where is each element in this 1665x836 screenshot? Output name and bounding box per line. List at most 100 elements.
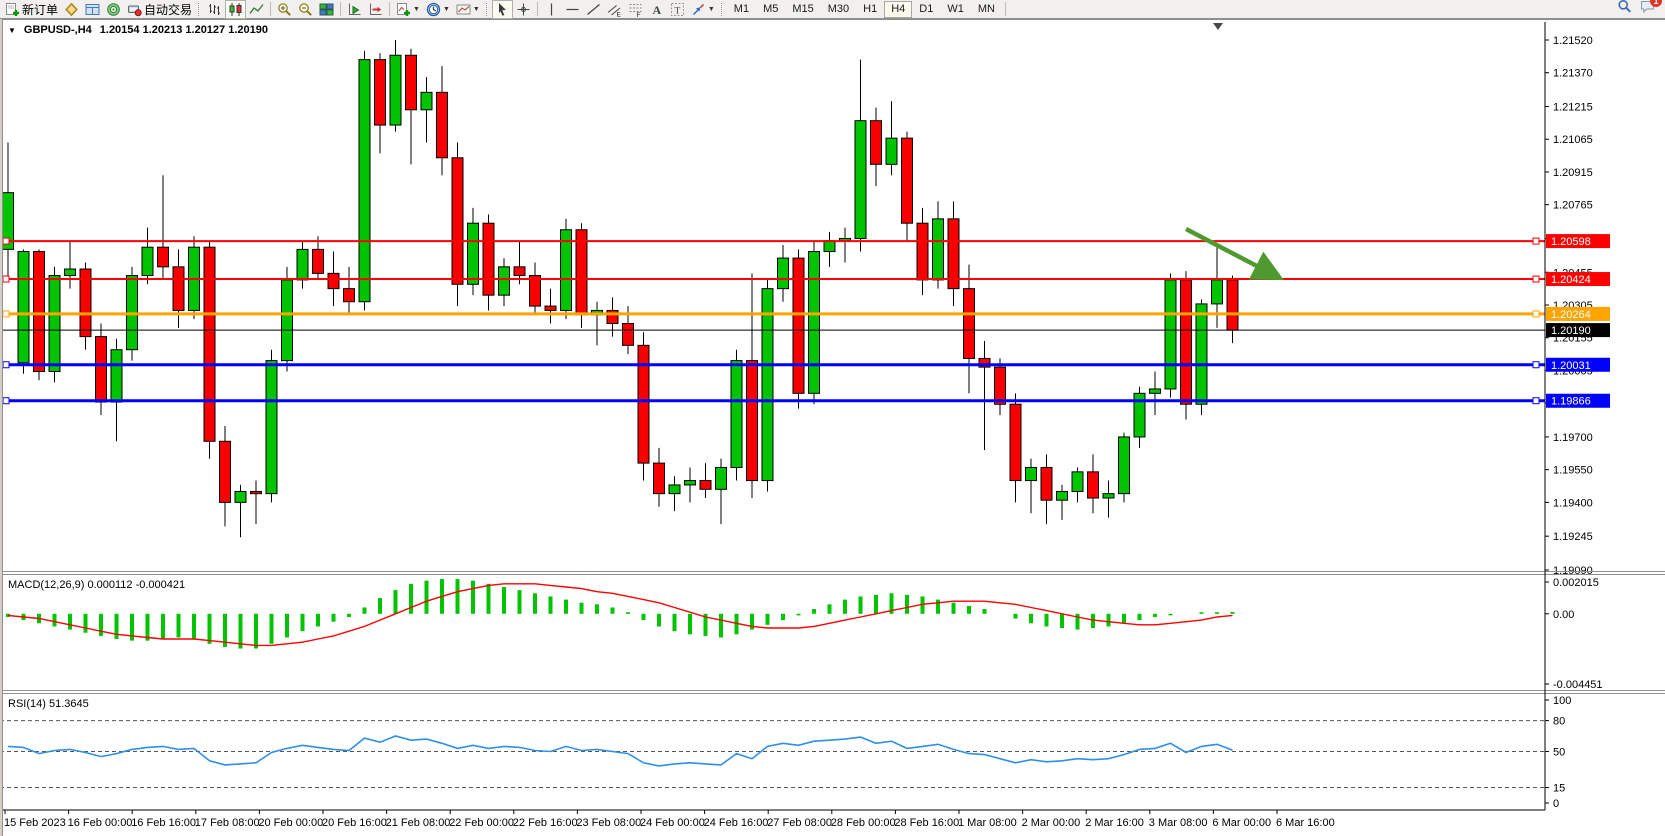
- zoom-in-button[interactable]: [274, 0, 295, 19]
- bear-candle: [79, 268, 92, 338]
- price-tick-label: 1.19245: [1553, 531, 1593, 543]
- timeframe-h4-button[interactable]: H4: [884, 0, 913, 18]
- timeframe-mn-button[interactable]: MN: [977, 2, 995, 15]
- date-tick-label: 20 Feb 16:00: [322, 817, 387, 829]
- search-icon[interactable]: [1617, 0, 1632, 19]
- timeframe-m30-button[interactable]: M30: [827, 2, 850, 15]
- trendline-button[interactable]: [583, 0, 604, 19]
- indicators-button[interactable]: ▼: [393, 0, 423, 19]
- date-tick-label: 6 Mar 00:00: [1212, 817, 1271, 829]
- toolbar-separator: [340, 2, 342, 16]
- trend-arrow-annotation[interactable]: [1184, 227, 1284, 281]
- horizontal-line-object[interactable]: 1.20264: [0, 306, 1610, 321]
- toolbar-separator: [389, 2, 391, 16]
- notifications-button[interactable]: 1: [1640, 0, 1662, 19]
- macd-tick-label: 0.00: [1553, 609, 1574, 621]
- bull-candle: [1149, 388, 1161, 394]
- bull-candle: [281, 279, 293, 362]
- rsi-tick-label: 0: [1553, 798, 1559, 810]
- timeframe-h1-button[interactable]: H1: [863, 2, 878, 15]
- chart-shift-button[interactable]: [365, 0, 386, 19]
- bear-candle: [1009, 403, 1022, 482]
- toolbar-separator: [270, 2, 272, 16]
- date-tick-label: 16 Feb 00:00: [68, 817, 133, 829]
- candlestick-chart-button[interactable]: [225, 0, 247, 19]
- bull-candle: [265, 360, 278, 495]
- timeframe-m5-button[interactable]: M5: [763, 2, 779, 15]
- timeframe-d1-button[interactable]: D1: [919, 2, 934, 15]
- arrows-button[interactable]: ▼: [688, 0, 718, 19]
- templates-button[interactable]: ▼: [453, 0, 483, 19]
- chevron-down-icon[interactable]: ▼: [442, 5, 450, 13]
- price-tick-label: 1.20915: [1553, 167, 1593, 179]
- chart-collapse-icon[interactable]: ▼: [8, 25, 16, 35]
- date-tick-label: 2 Mar 16:00: [1085, 817, 1144, 829]
- timeframe-w1-button[interactable]: W1: [947, 2, 964, 15]
- chevron-down-icon[interactable]: ▼: [413, 5, 420, 13]
- macd-tick-label: -0.004451: [1553, 679, 1603, 691]
- price-label-text: 1.20598: [1551, 236, 1591, 248]
- bear-candle: [870, 120, 882, 165]
- horizontal-line-object[interactable]: 1.20031: [0, 357, 1610, 372]
- toolbar-grip: [485, 2, 489, 16]
- horizontal-line-object[interactable]: 1.19866: [0, 393, 1610, 408]
- bear-candle: [637, 344, 650, 464]
- bear-candle: [1180, 279, 1192, 405]
- bear-candle: [746, 360, 758, 482]
- horizontal-line-button[interactable]: [562, 0, 583, 19]
- rsi-tick-label: 50: [1553, 747, 1565, 759]
- rsi-tick-label: 15: [1553, 783, 1565, 795]
- current-price-line[interactable]: 1.20190: [0, 323, 1610, 338]
- line-chart-button[interactable]: [246, 0, 267, 19]
- date-tick-label: 27 Feb 08:00: [767, 817, 832, 829]
- auto-trading-button[interactable]: 自动交易: [124, 0, 195, 19]
- chart-shift-marker[interactable]: [1213, 23, 1223, 30]
- bar-chart-button[interactable]: [204, 0, 225, 19]
- line-anchor-handle: [2, 237, 10, 245]
- bear-candle: [699, 480, 712, 490]
- horizontal-line-object[interactable]: 1.20598: [0, 234, 1610, 249]
- bull-candle: [1164, 279, 1177, 390]
- bull-candle: [1195, 303, 1208, 405]
- fibonacci-button[interactable]: F: [625, 0, 646, 19]
- timeframe-m15-button[interactable]: M15: [792, 2, 814, 15]
- text-button[interactable]: A: [646, 0, 667, 19]
- periods-button[interactable]: ▼: [423, 0, 453, 19]
- bull-candle: [1133, 392, 1146, 438]
- text-label-button[interactable]: T: [667, 0, 688, 19]
- bull-candle: [1056, 490, 1068, 501]
- chevron-down-icon[interactable]: ▼: [472, 5, 480, 13]
- cursor-button[interactable]: [491, 0, 513, 19]
- toolbar-grip: [720, 2, 724, 16]
- date-tick-label: 6 Mar 16:00: [1276, 817, 1335, 829]
- tile-windows-button[interactable]: [316, 0, 337, 19]
- bear-candle: [1087, 471, 1099, 499]
- navigator-button[interactable]: [103, 0, 124, 19]
- svg-text:A: A: [652, 3, 661, 17]
- auto-trading-label: 自动交易: [144, 2, 193, 17]
- crosshair-button[interactable]: [513, 0, 534, 19]
- horizontal-line-object[interactable]: 1.20424: [0, 272, 1610, 287]
- new-order-button[interactable]: 新订单: [2, 0, 61, 19]
- equidistant-channel-button[interactable]: E: [604, 0, 625, 19]
- arrows-icon: [691, 2, 706, 17]
- auto-scroll-button[interactable]: [344, 0, 365, 19]
- timeframe-m1-button[interactable]: M1: [733, 2, 750, 15]
- new-order-icon: [5, 2, 20, 17]
- bear-candle: [157, 246, 169, 268]
- market-watch-button[interactable]: [61, 0, 82, 19]
- bear-candle: [95, 336, 107, 403]
- price-label-text: 1.20424: [1551, 274, 1591, 286]
- zoom-out-button[interactable]: [295, 0, 316, 19]
- chevron-down-icon[interactable]: ▼: [707, 5, 715, 13]
- data-window-button[interactable]: [82, 0, 103, 19]
- date-tick-label: 22 Feb 16:00: [513, 817, 578, 829]
- toolbar-grip: [198, 2, 201, 16]
- chart-shift-icon: [368, 2, 383, 17]
- bear-candle: [653, 462, 665, 495]
- trendline-icon: [586, 2, 601, 17]
- price-label-text: 1.20264: [1551, 309, 1591, 321]
- date-tick-label: 17 Feb 08:00: [195, 817, 260, 829]
- vertical-line-button[interactable]: [541, 0, 562, 19]
